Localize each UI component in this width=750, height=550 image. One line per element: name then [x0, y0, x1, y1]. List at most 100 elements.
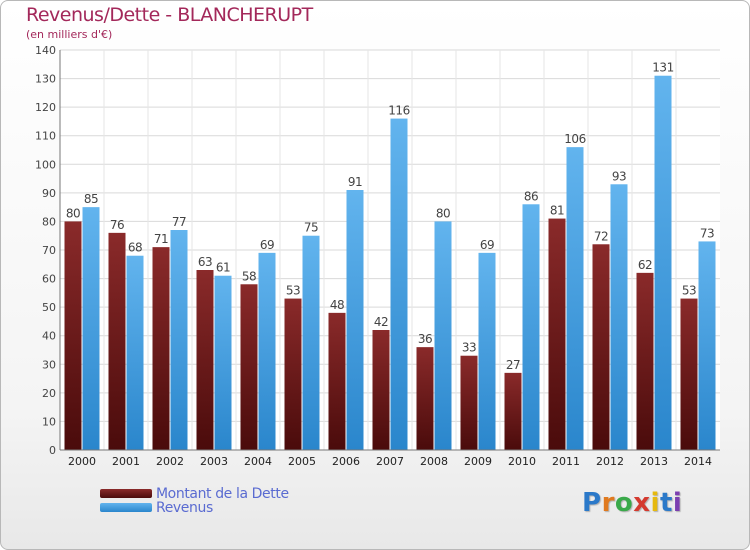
bar-revenus-2007 — [390, 118, 408, 451]
bar-revenus-2004 — [258, 252, 276, 450]
y-tick-label: 70 — [42, 244, 56, 257]
data-label-revenus-2002: 77 — [172, 215, 186, 229]
x-tick-label: 2005 — [288, 455, 316, 468]
data-label-revenus-2012: 93 — [612, 169, 626, 183]
bar-revenus-2014 — [698, 241, 716, 450]
data-labels: 80 85 76 68 71 77 63 61 58 69 53 75 48 91 42 116 36 80 33 6… — [66, 61, 715, 372]
data-label-revenus-2006: 91 — [348, 175, 362, 189]
bar-dette-2005 — [284, 298, 302, 450]
bar-dette-2007 — [372, 330, 390, 450]
y-tick-label: 30 — [42, 358, 56, 371]
logo-letter: i — [672, 488, 683, 518]
x-tick-label: 2011 — [552, 455, 580, 468]
x-tick-label: 2001 — [112, 455, 140, 468]
bar-revenus-2002 — [170, 230, 188, 450]
bar-revenus-2005 — [302, 235, 320, 450]
bar-dette-2014 — [680, 298, 698, 450]
chart-subtitle: (en milliers d'€) — [26, 28, 113, 41]
data-label-revenus-2014: 73 — [700, 226, 714, 240]
y-tick-label: 110 — [35, 130, 56, 143]
legend-label-revenus: Revenus — [156, 500, 213, 516]
bar-dette-2003 — [196, 270, 214, 450]
data-label-revenus-2005: 75 — [304, 221, 318, 235]
bar-dette-2004 — [240, 284, 258, 450]
logo-letter: x — [633, 488, 651, 518]
x-tick-label: 2007 — [376, 455, 404, 468]
axes: 0 10 20 30 40 50 60 70 80 90 100 110 120 130 140 2000 20… — [35, 44, 720, 468]
bar-revenus-2008 — [434, 221, 452, 450]
bar-dette-2011 — [548, 218, 566, 450]
y-tick-label: 50 — [42, 301, 56, 314]
data-label-dette-2006: 48 — [330, 298, 344, 312]
bars — [64, 75, 716, 451]
bar-revenus-2010 — [522, 204, 540, 450]
data-label-dette-2005: 53 — [286, 284, 300, 298]
bar-dette-2001 — [108, 232, 126, 450]
x-tick-label: 2012 — [596, 455, 624, 468]
legend-swatch-revenus — [100, 503, 152, 512]
logo-letter: t — [659, 488, 673, 518]
data-label-revenus-2009: 69 — [480, 238, 494, 252]
y-tick-label: 120 — [35, 101, 56, 114]
bar-dette-2012 — [592, 244, 610, 450]
bar-revenus-2003 — [214, 275, 232, 450]
data-label-dette-2001: 76 — [110, 218, 124, 232]
data-label-revenus-2000: 85 — [84, 192, 98, 206]
proxiti-logo: Proxiti — [582, 488, 682, 518]
bar-revenus-2012 — [610, 184, 628, 451]
bar-dette-2013 — [636, 272, 654, 450]
data-label-revenus-2010: 86 — [524, 189, 538, 203]
data-label-revenus-2013: 131 — [652, 61, 673, 75]
y-tick-label: 60 — [42, 273, 56, 286]
data-label-dette-2010: 27 — [506, 358, 520, 372]
y-tick-label: 130 — [35, 73, 56, 86]
y-tick-label: 10 — [42, 415, 56, 428]
bar-dette-2008 — [416, 347, 434, 450]
x-tick-label: 2006 — [332, 455, 360, 468]
data-label-dette-2003: 63 — [198, 255, 212, 269]
data-label-dette-2013: 62 — [638, 258, 652, 272]
bar-dette-2010 — [504, 372, 522, 450]
logo-letter: P — [582, 488, 602, 518]
bar-dette-2000 — [64, 221, 82, 450]
logo-letter: r — [601, 488, 615, 518]
data-label-dette-2014: 53 — [682, 284, 696, 298]
legend-swatch-dette — [100, 489, 152, 498]
x-tick-label: 2009 — [464, 455, 492, 468]
bar-revenus-2001 — [126, 255, 144, 450]
data-label-dette-2009: 33 — [462, 341, 476, 355]
legend-label-dette: Montant de la Dette — [156, 486, 289, 502]
y-tick-label: 20 — [42, 387, 56, 400]
data-label-revenus-2011: 106 — [564, 132, 585, 146]
bar-revenus-2000 — [82, 207, 100, 450]
x-tick-label: 2013 — [640, 455, 668, 468]
data-label-revenus-2008: 80 — [436, 206, 450, 220]
x-tick-label: 2002 — [156, 455, 184, 468]
data-label-dette-2000: 80 — [66, 206, 80, 220]
logo-letter: o — [614, 488, 634, 518]
bar-dette-2002 — [152, 247, 170, 450]
y-tick-label: 40 — [42, 330, 56, 343]
data-label-dette-2008: 36 — [418, 332, 432, 346]
bar-dette-2006 — [328, 312, 346, 450]
bar-revenus-2009 — [478, 252, 496, 450]
data-label-dette-2011: 81 — [550, 204, 564, 218]
data-label-revenus-2004: 69 — [260, 238, 274, 252]
x-tick-label: 2003 — [200, 455, 228, 468]
y-tick-label: 80 — [42, 215, 56, 228]
data-label-revenus-2003: 61 — [216, 261, 230, 275]
x-tick-label: 2008 — [420, 455, 448, 468]
x-tick-label: 2004 — [244, 455, 272, 468]
data-label-revenus-2007: 116 — [388, 104, 409, 118]
x-tick-label: 2010 — [508, 455, 536, 468]
bar-revenus-2006 — [346, 190, 364, 450]
grid-lines — [60, 49, 720, 451]
data-label-revenus-2001: 68 — [128, 241, 142, 255]
data-label-dette-2007: 42 — [374, 315, 388, 329]
data-label-dette-2012: 72 — [594, 229, 608, 243]
bar-revenus-2013 — [654, 75, 672, 450]
bar-revenus-2011 — [566, 147, 584, 450]
y-tick-label: 90 — [42, 187, 56, 200]
bar-dette-2009 — [460, 355, 478, 450]
